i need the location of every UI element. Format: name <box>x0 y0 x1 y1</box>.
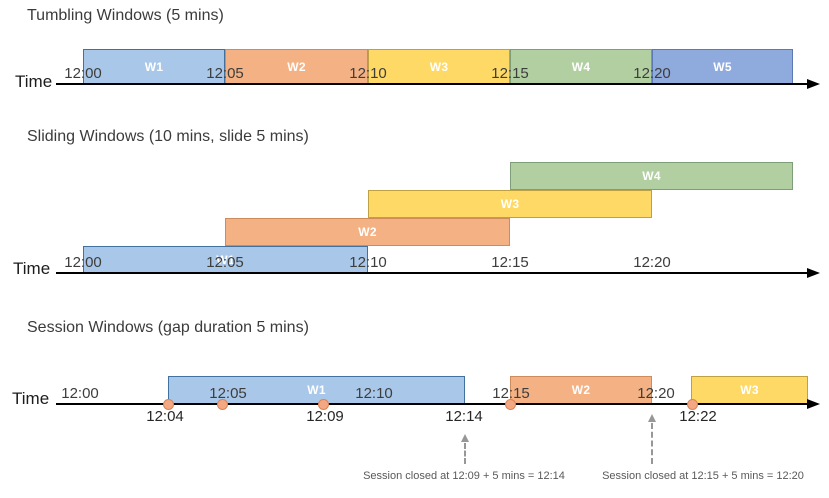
tick-label: 12:00 <box>61 385 99 402</box>
session-closed-annotation: Session closed at 12:09 + 5 mins = 12:14 <box>363 470 565 482</box>
event-time-label: 12:04 <box>146 408 184 425</box>
time-axis-label: Time <box>15 72 53 91</box>
event-time-label: 12:09 <box>306 408 344 425</box>
tick-label: 12:00 <box>64 254 102 271</box>
window-session-windows-w1: W1 <box>168 376 465 404</box>
time-axis-line <box>56 83 808 85</box>
tick-label: 12:10 <box>349 254 387 271</box>
window-sliding-windows-w2: W2 <box>225 218 510 246</box>
window-label: W2 <box>571 383 591 397</box>
time-axis-arrowhead-icon <box>807 268 820 278</box>
dashed-arrow-up-icon <box>648 414 656 422</box>
time-axis-line <box>56 272 808 274</box>
session-closed-annotation: Session closed at 12:15 + 5 mins = 12:20 <box>602 470 804 482</box>
time-axis-arrowhead-icon <box>807 399 820 409</box>
event-time-label: 12:22 <box>679 408 717 425</box>
window-label: W4 <box>642 169 661 183</box>
window-label: W3 <box>740 383 759 397</box>
tick-label: 12:15 <box>491 65 529 82</box>
dashed-arrow-line <box>464 443 466 464</box>
window-label: W5 <box>713 59 732 74</box>
tick-label: 12:10 <box>349 65 387 82</box>
dashed-arrow-up-icon <box>461 434 469 442</box>
event-dot <box>317 398 329 410</box>
window-session-windows-w2: W2 <box>510 376 652 404</box>
time-axis-arrowhead-icon <box>807 79 820 89</box>
window-tumbling-windows-w3: W3 <box>368 49 510 84</box>
window-label: W1 <box>216 252 235 267</box>
dashed-arrow-line <box>651 423 653 464</box>
window-label: W2 <box>287 59 306 74</box>
window-sliding-windows-w3: W3 <box>368 190 652 218</box>
tick-label: 12:05 <box>206 65 244 82</box>
tick-label: 12:00 <box>64 65 102 82</box>
time-axis-label: Time <box>13 259 51 278</box>
window-tumbling-windows-w2: W2 <box>225 49 368 84</box>
tick-label: 12:15 <box>491 254 529 271</box>
window-session-windows-w3: W3 <box>691 376 808 404</box>
time-axis-line <box>56 403 808 405</box>
tick-label: 12:20 <box>637 385 675 402</box>
window-label: W1 <box>307 383 326 397</box>
window-label: W3 <box>500 197 520 211</box>
window-label: W1 <box>144 59 164 74</box>
event-time-label: 12:14 <box>445 408 483 425</box>
tick-label: 12:10 <box>355 385 393 402</box>
tick-label: 12:05 <box>209 385 247 402</box>
window-label: W3 <box>429 59 449 74</box>
section-title-session-windows: Session Windows (gap duration 5 mins) <box>27 319 309 336</box>
tick-label: 12:20 <box>633 65 671 82</box>
event-dot <box>162 398 174 410</box>
window-label: W4 <box>571 59 591 74</box>
time-axis-label: Time <box>12 389 50 408</box>
section-title-sliding-windows: Sliding Windows (10 mins, slide 5 mins) <box>27 128 309 145</box>
event-dot <box>216 398 228 410</box>
window-tumbling-windows-w4: W4 <box>510 49 652 84</box>
tick-label: 12:15 <box>492 385 530 402</box>
section-title-tumbling-windows: Tumbling Windows (5 mins) <box>27 7 224 24</box>
window-tumbling-windows-w5: W5 <box>652 49 793 84</box>
tick-label: 12:20 <box>633 254 671 271</box>
window-sliding-windows-w4: W4 <box>510 162 793 190</box>
event-dot <box>686 398 698 410</box>
tick-label: 12:05 <box>206 254 244 271</box>
event-dot <box>504 398 516 410</box>
window-tumbling-windows-w1: W1 <box>83 49 225 84</box>
window-label: W2 <box>358 225 377 239</box>
